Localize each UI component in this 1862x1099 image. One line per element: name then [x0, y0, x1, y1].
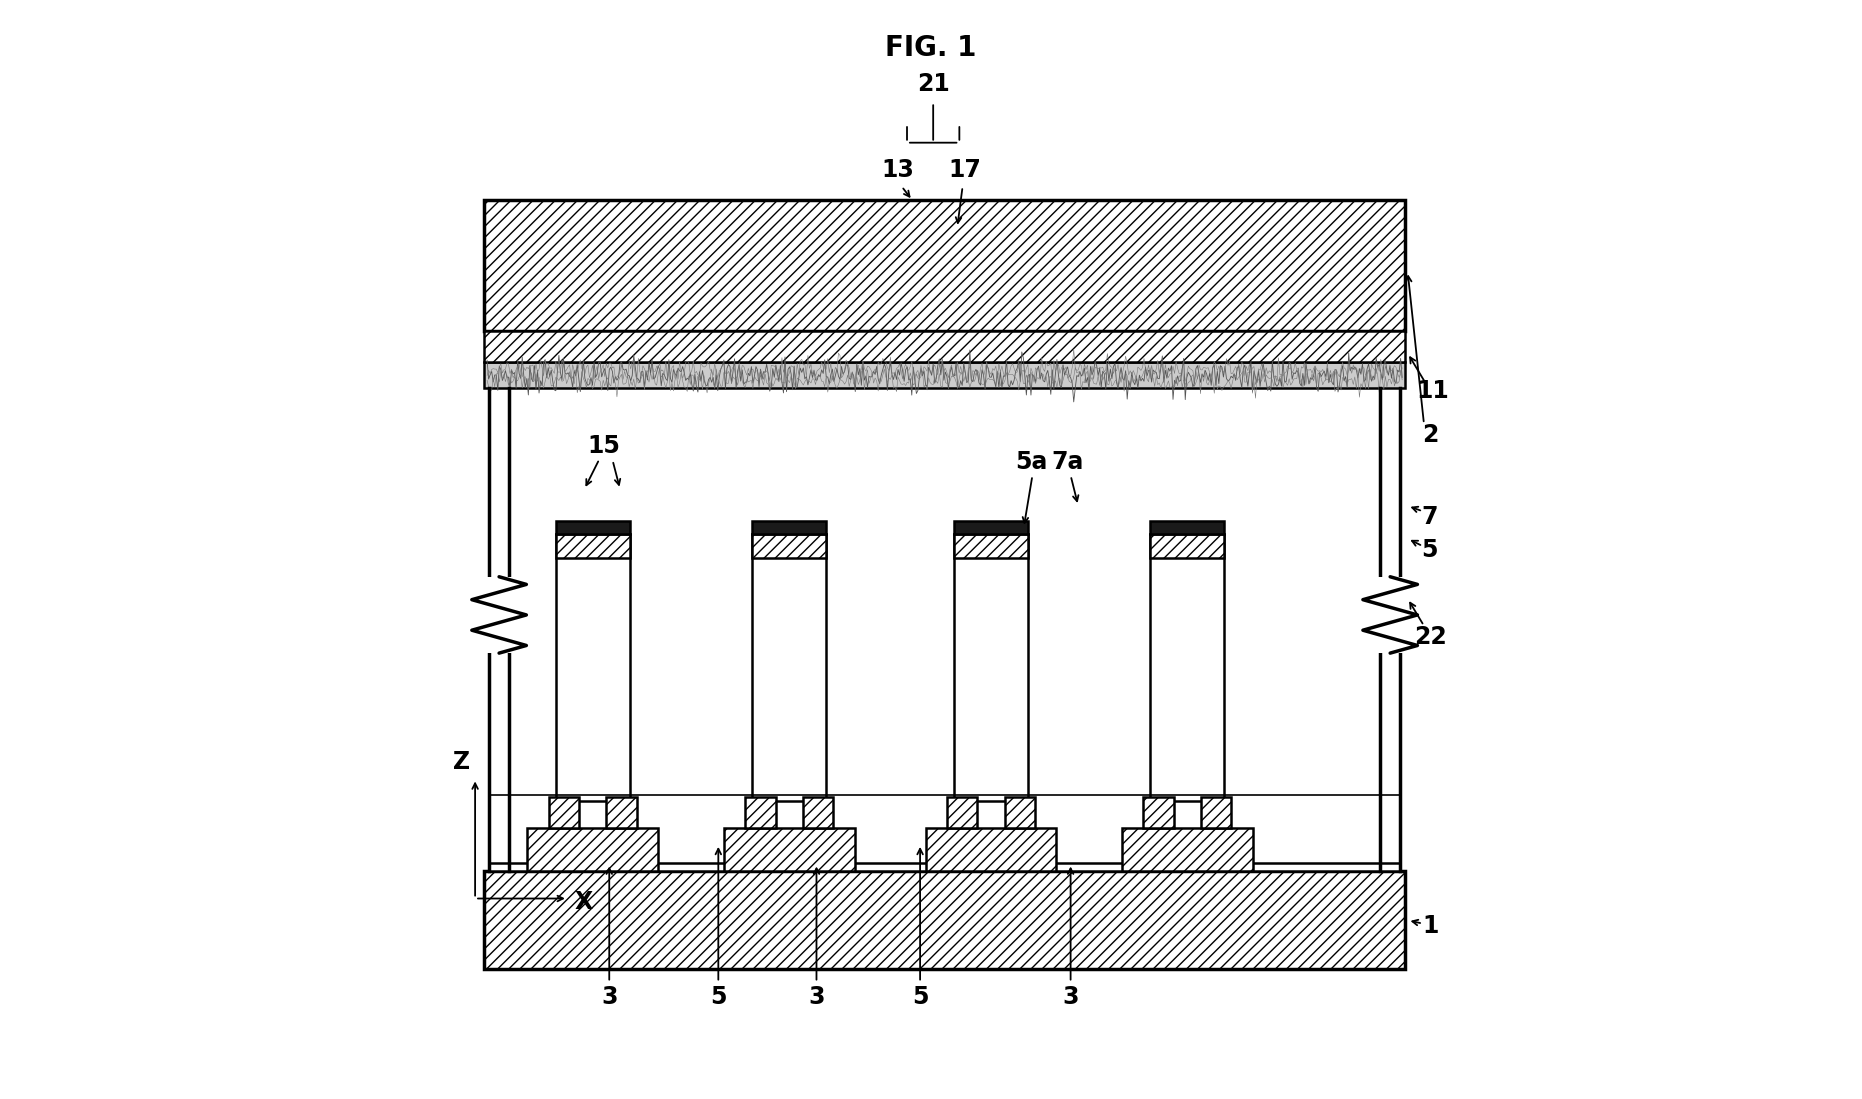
- Bar: [1151, 534, 1225, 558]
- Bar: [752, 534, 827, 558]
- Bar: [1201, 797, 1231, 828]
- Bar: [953, 534, 1028, 801]
- Text: 5a: 5a: [1015, 451, 1048, 475]
- Text: FIG. 1: FIG. 1: [884, 34, 978, 62]
- Text: 11: 11: [1417, 379, 1449, 403]
- Text: 3: 3: [808, 985, 825, 1009]
- Bar: [484, 200, 1406, 332]
- Bar: [557, 534, 629, 801]
- Text: X: X: [575, 890, 594, 913]
- Text: Z: Z: [454, 751, 471, 774]
- Bar: [745, 797, 776, 828]
- Bar: [948, 797, 978, 828]
- Bar: [1151, 521, 1225, 534]
- Text: 15: 15: [587, 434, 620, 458]
- Bar: [925, 828, 1056, 872]
- Bar: [484, 332, 1406, 362]
- Text: 7: 7: [1421, 504, 1437, 529]
- Text: 3: 3: [601, 985, 618, 1009]
- Bar: [466, 577, 533, 653]
- Text: 5: 5: [912, 985, 929, 1009]
- Bar: [549, 797, 579, 828]
- Text: 7a: 7a: [1052, 451, 1084, 475]
- Bar: [803, 797, 834, 828]
- Text: 5: 5: [709, 985, 726, 1009]
- Bar: [607, 797, 637, 828]
- Text: 1: 1: [1423, 913, 1439, 937]
- Bar: [1357, 577, 1423, 653]
- Text: 3: 3: [1063, 985, 1078, 1009]
- Bar: [490, 863, 1400, 872]
- Bar: [557, 534, 629, 558]
- Text: 13: 13: [883, 158, 914, 182]
- Bar: [724, 828, 855, 872]
- Bar: [1004, 797, 1035, 828]
- Text: 2: 2: [1423, 423, 1439, 447]
- Bar: [1143, 797, 1173, 828]
- Bar: [1123, 828, 1253, 872]
- Bar: [484, 362, 1406, 388]
- Bar: [557, 521, 629, 534]
- Text: 22: 22: [1413, 624, 1447, 648]
- Bar: [752, 521, 827, 534]
- Bar: [953, 534, 1028, 558]
- Bar: [1151, 534, 1225, 801]
- Text: 5: 5: [1421, 537, 1437, 562]
- Text: 17: 17: [948, 158, 981, 182]
- Bar: [752, 534, 827, 801]
- Bar: [484, 872, 1406, 969]
- Bar: [527, 828, 659, 872]
- Bar: [953, 521, 1028, 534]
- Text: 21: 21: [916, 71, 950, 96]
